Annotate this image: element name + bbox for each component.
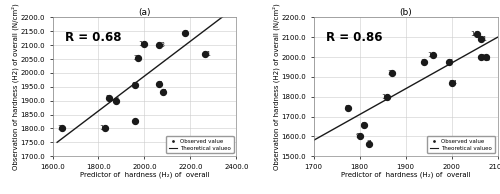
- Point: [180, 31, 188, 34]
- X-axis label: Predictor of  hardness (H₂) of  overall: Predictor of hardness (H₂) of overall: [80, 171, 210, 178]
- Text: 9: 9: [356, 133, 360, 139]
- Text: 6: 6: [114, 97, 119, 103]
- Point: [388, 71, 396, 74]
- Text: 9: 9: [184, 30, 188, 36]
- Title: (b): (b): [399, 8, 412, 17]
- Text: 2: 2: [480, 54, 484, 60]
- Text: 3: 3: [58, 126, 62, 131]
- Point: [159, 91, 167, 94]
- Point: [105, 96, 113, 100]
- Text: 12: 12: [381, 94, 390, 100]
- Point: [365, 143, 373, 146]
- Text: R = 0.86: R = 0.86: [326, 31, 383, 44]
- Text: 7: 7: [162, 89, 166, 95]
- Text: 12: 12: [99, 126, 108, 131]
- Title: (a): (a): [138, 8, 150, 17]
- Text: 1: 1: [158, 81, 163, 87]
- Point: [360, 124, 368, 127]
- X-axis label: Predictor of  hardness (H₂) of  overall: Predictor of hardness (H₂) of overall: [340, 171, 470, 178]
- Point: [356, 135, 364, 138]
- Point: [344, 106, 352, 109]
- Y-axis label: Observation of hardness (H2) of overall (N/cm²): Observation of hardness (H2) of overall …: [272, 3, 280, 170]
- Text: 4: 4: [448, 59, 452, 65]
- Point: [156, 82, 164, 86]
- Text: 7: 7: [366, 140, 371, 146]
- Point: [429, 54, 437, 57]
- Text: 5: 5: [485, 56, 490, 62]
- Text: 6: 6: [360, 122, 365, 128]
- Point: [131, 84, 139, 87]
- Text: 13: 13: [427, 52, 436, 58]
- Point: [482, 55, 490, 59]
- Point: [102, 127, 110, 130]
- Legend: Observed value, Theoretical valueo: Observed value, Theoretical valueo: [427, 136, 494, 153]
- Point: [478, 38, 486, 41]
- Text: 10: 10: [138, 41, 147, 47]
- Point: [383, 95, 391, 98]
- Text: 8: 8: [132, 82, 136, 88]
- Y-axis label: Observation of hardness (H2) of overall (N/cm²): Observation of hardness (H2) of overall …: [11, 3, 18, 170]
- Text: 2: 2: [134, 55, 138, 61]
- Text: 11: 11: [478, 36, 487, 42]
- Point: [131, 120, 139, 123]
- Text: 8: 8: [344, 105, 348, 111]
- Point: [140, 42, 148, 45]
- Text: 13: 13: [156, 42, 165, 48]
- Point: [478, 55, 486, 59]
- Text: R = 0.68: R = 0.68: [66, 31, 122, 44]
- Legend: Observed value, Theoretical valueo: Observed value, Theoretical valueo: [166, 136, 234, 153]
- Point: [156, 44, 164, 47]
- Point: [448, 81, 456, 84]
- Point: [420, 61, 428, 64]
- Point: [445, 61, 453, 64]
- Point: [58, 127, 66, 130]
- Text: 1: 1: [420, 59, 424, 65]
- Text: 14: 14: [448, 80, 457, 86]
- Text: 5: 5: [105, 95, 110, 101]
- Text: 3: 3: [388, 70, 392, 76]
- Point: [473, 33, 481, 36]
- Point: [112, 99, 120, 102]
- Point: [134, 56, 141, 59]
- Point: [202, 52, 209, 55]
- Text: 4: 4: [133, 120, 138, 126]
- Text: 10: 10: [470, 31, 480, 37]
- Text: 11: 11: [202, 50, 211, 56]
